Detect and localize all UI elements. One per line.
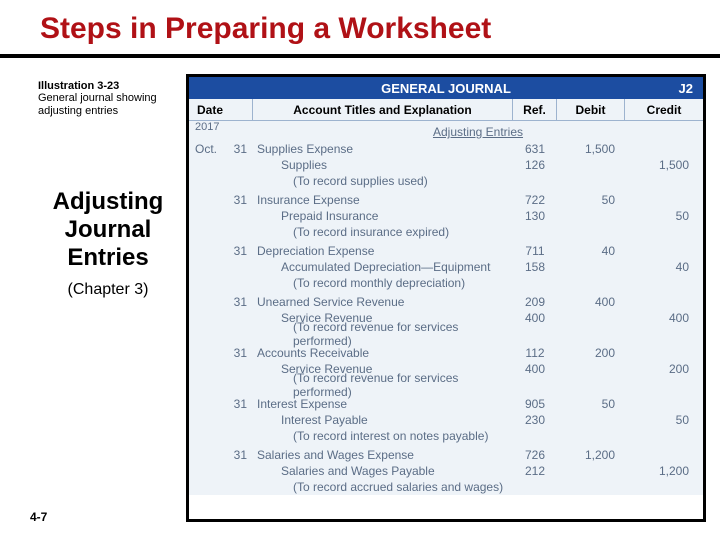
debit-ref: 905 (513, 397, 557, 411)
debit-account: Insurance Expense (253, 193, 513, 207)
entry-explanation: (To record supplies used) (253, 174, 513, 188)
credit-account: Interest Payable (253, 413, 513, 427)
illustration-desc: General journal showing adjusting entrie… (38, 92, 178, 118)
credit-ref: 212 (513, 464, 557, 478)
year-row: 2017 Adjusting Entries (189, 121, 703, 141)
credit-account: Prepaid Insurance (253, 209, 513, 223)
credit-account: Supplies (253, 158, 513, 172)
illustration-label: Illustration 3-23 (38, 80, 178, 92)
col-debit: Debit (557, 99, 625, 120)
slide-title: Steps in Preparing a Worksheet (0, 0, 720, 58)
col-ref: Ref. (513, 99, 557, 120)
entry-explanation: (To record interest on notes payable) (253, 429, 513, 443)
journal-entry: 31Salaries and Wages Expense7261,200Sala… (189, 447, 703, 495)
debit-account: Salaries and Wages Expense (253, 448, 513, 462)
entry-explanation: (To record insurance expired) (253, 225, 513, 239)
entry-date: 31 (189, 244, 253, 258)
debit-ref: 726 (513, 448, 557, 462)
debit-account: Depreciation Expense (253, 244, 513, 258)
journal-entry: 31Unearned Service Revenue209400Service … (189, 294, 703, 342)
journal-column-headers: Date Account Titles and Explanation Ref.… (189, 99, 703, 121)
entry-date: Oct.31 (189, 142, 253, 156)
credit-account: Salaries and Wages Payable (253, 464, 513, 478)
journal-entry: 31Depreciation Expense71140Accumulated D… (189, 243, 703, 291)
debit-amount: 1,200 (557, 448, 625, 462)
debit-amount: 50 (557, 397, 625, 411)
debit-account: Interest Expense (253, 397, 513, 411)
col-credit: Credit (625, 99, 703, 120)
debit-account: Supplies Expense (253, 142, 513, 156)
left-column: Illustration 3-23 General journal showin… (38, 80, 178, 299)
col-date: Date (189, 99, 253, 120)
debit-ref: 711 (513, 244, 557, 258)
debit-amount: 40 (557, 244, 625, 258)
col-account: Account Titles and Explanation (253, 99, 513, 120)
journal-title: GENERAL JOURNAL (381, 81, 511, 96)
entry-explanation: (To record accrued salaries and wages) (253, 480, 513, 494)
entry-date: 31 (189, 193, 253, 207)
credit-amount: 1,200 (625, 464, 703, 478)
debit-ref: 209 (513, 295, 557, 309)
entry-date: 31 (189, 448, 253, 462)
credit-ref: 230 (513, 413, 557, 427)
journal-page-code: J2 (679, 81, 693, 96)
credit-ref: 400 (513, 311, 557, 325)
credit-amount: 40 (625, 260, 703, 274)
entry-date: 31 (189, 397, 253, 411)
credit-amount: 50 (625, 413, 703, 427)
credit-amount: 200 (625, 362, 703, 376)
chapter-reference: (Chapter 3) (38, 281, 178, 299)
entry-date: 31 (189, 346, 253, 360)
entry-explanation: (To record monthly depreciation) (253, 276, 513, 290)
journal-entry: 31Accounts Receivable112200Service Reven… (189, 345, 703, 393)
credit-amount: 400 (625, 311, 703, 325)
debit-amount: 200 (557, 346, 625, 360)
journal-entry: Oct.31Supplies Expense6311,500Supplies12… (189, 141, 703, 189)
heading-line-2: Journal (38, 216, 178, 244)
credit-ref: 158 (513, 260, 557, 274)
credit-amount: 1,500 (625, 158, 703, 172)
debit-amount: 400 (557, 295, 625, 309)
debit-ref: 631 (513, 142, 557, 156)
debit-ref: 112 (513, 346, 557, 360)
debit-account: Accounts Receivable (253, 346, 513, 360)
credit-account: Accumulated Depreciation—Equipment (253, 260, 513, 274)
entry-date: 31 (189, 295, 253, 309)
adjusting-entries-label: Adjusting Entries (253, 121, 703, 141)
credit-ref: 126 (513, 158, 557, 172)
credit-ref: 130 (513, 209, 557, 223)
journal-body: 2017 Adjusting Entries Oct.31Supplies Ex… (189, 121, 703, 495)
entry-explanation: (To record revenue for services performe… (253, 320, 513, 348)
debit-amount: 50 (557, 193, 625, 207)
debit-amount: 1,500 (557, 142, 625, 156)
debit-ref: 722 (513, 193, 557, 207)
credit-amount: 50 (625, 209, 703, 223)
debit-account: Unearned Service Revenue (253, 295, 513, 309)
journal-entry: 31Insurance Expense72250Prepaid Insuranc… (189, 192, 703, 240)
journal-header: GENERAL JOURNAL J2 (189, 77, 703, 99)
heading-line-1: Adjusting (38, 188, 178, 216)
entry-explanation: (To record revenue for services performe… (253, 371, 513, 399)
credit-ref: 400 (513, 362, 557, 376)
general-journal: GENERAL JOURNAL J2 Date Account Titles a… (186, 74, 706, 522)
section-heading: Adjusting Journal Entries (38, 188, 178, 271)
journal-year: 2017 (189, 121, 253, 141)
journal-entry: 31Interest Expense90550Interest Payable2… (189, 396, 703, 444)
heading-line-3: Entries (38, 244, 178, 272)
page-number: 4-7 (30, 510, 47, 524)
